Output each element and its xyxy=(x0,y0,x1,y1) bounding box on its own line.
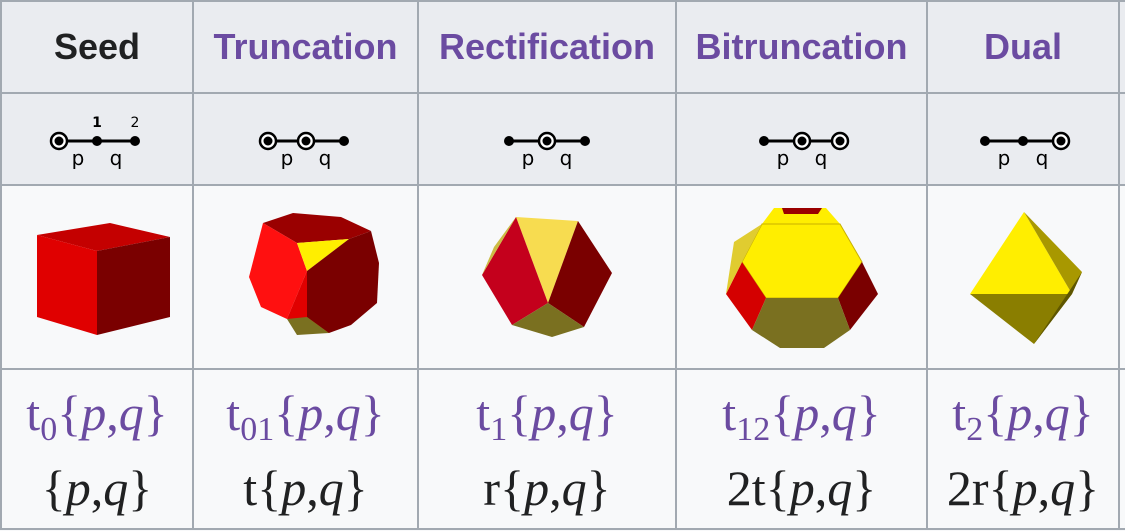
extended-schlafli-symbol-link[interactable]: t01{p,q} xyxy=(226,384,385,448)
header-truncation-link[interactable]: Truncation xyxy=(192,0,419,94)
symbol-dual-cell: t2{p,q} 2r{p,q} xyxy=(926,368,1120,530)
polyhedron-image-row xyxy=(0,184,1125,370)
diagram-label-q: q xyxy=(110,146,123,169)
image-dual-cell[interactable] xyxy=(926,184,1120,370)
symbol-seed-cell: t0{p,q} {p,q} xyxy=(0,368,194,530)
diagram-overflow-cell xyxy=(1118,92,1125,186)
diagram-label-q: q xyxy=(560,146,573,169)
coxeter-diagram-dual-icon: p q xyxy=(980,131,1071,169)
schlafli-symbol: r{p,q} xyxy=(483,459,611,516)
extended-schlafli-symbol-link[interactable]: t12{p,q} xyxy=(722,384,881,448)
diagram-label-p: p xyxy=(776,146,789,169)
diagram-bitruncation-cell: p q xyxy=(675,92,928,186)
image-seed-cell[interactable] xyxy=(0,184,194,370)
header-seed: Seed xyxy=(0,0,194,94)
extended-schlafli-symbol-link[interactable]: t0{p,q} xyxy=(26,384,168,448)
diagram-truncation-cell: p q xyxy=(192,92,419,186)
coxeter-diagram-bitruncation-icon: p q xyxy=(758,131,849,169)
cuboctahedron-image[interactable] xyxy=(472,207,622,347)
symbol-rectification-cell: t1{p,q} r{p,q} xyxy=(417,368,677,530)
symbol-truncation-cell: t01{p,q} t{p,q} xyxy=(192,368,419,530)
symbol-bitruncation-cell: t12{p,q} 2t{p,q} xyxy=(675,368,928,530)
header-bitruncation-link[interactable]: Bitruncation xyxy=(675,0,928,94)
header-rectification-link[interactable]: Rectification xyxy=(417,0,677,94)
schlafli-symbol: 2r{p,q} xyxy=(946,459,1100,516)
image-overflow-cell xyxy=(1118,184,1125,370)
header-row: Seed Truncation Rectification Bitruncati… xyxy=(0,0,1125,94)
octahedron-image[interactable] xyxy=(948,202,1098,352)
diagram-label-q: q xyxy=(318,146,331,169)
diagram-mark-2: 2 xyxy=(131,115,140,131)
diagram-label-p: p xyxy=(72,146,85,169)
coxeter-diagram-truncation-icon: p q xyxy=(258,131,349,169)
schlafli-symbol: t{p,q} xyxy=(243,459,368,516)
diagram-mark-1: 1 xyxy=(92,115,102,131)
cube-image[interactable] xyxy=(22,207,172,347)
image-bitruncation-cell[interactable] xyxy=(675,184,928,370)
symbol-row: t0{p,q} {p,q} t01{p,q} t{p,q} t1{p,q} r{… xyxy=(0,368,1125,530)
diagram-label-p: p xyxy=(280,146,293,169)
coxeter-diagram-rectification-icon: p q xyxy=(504,131,590,169)
schlafli-symbol: 2t{p,q} xyxy=(726,459,877,516)
image-truncation-cell[interactable] xyxy=(192,184,419,370)
extended-schlafli-symbol-link[interactable]: t1{p,q} xyxy=(476,384,618,448)
diagram-label-p: p xyxy=(998,146,1011,169)
diagram-label-p: p xyxy=(522,146,535,169)
truncated-cube-image[interactable] xyxy=(231,207,381,347)
extended-schlafli-symbol-link[interactable]: t2{p,q} xyxy=(952,384,1094,448)
diagram-seed-cell: p q 1 2 xyxy=(0,92,194,186)
coxeter-diagram-seed-icon: p q 1 2 xyxy=(49,115,140,169)
diagram-rectification-cell: p q xyxy=(417,92,677,186)
image-rectification-cell[interactable] xyxy=(417,184,677,370)
diagram-dual-cell: p q xyxy=(926,92,1120,186)
diagram-label-q: q xyxy=(814,146,827,169)
diagram-label-q: q xyxy=(1036,146,1049,169)
coxeter-diagram-row: p q 1 2 p q xyxy=(0,92,1125,186)
schlafli-symbol: {p,q} xyxy=(41,459,153,516)
symbol-overflow-cell xyxy=(1118,368,1125,530)
truncated-octahedron-image[interactable] xyxy=(722,202,882,352)
header-dual-link[interactable]: Dual xyxy=(926,0,1120,94)
header-overflow-cell xyxy=(1118,0,1125,94)
